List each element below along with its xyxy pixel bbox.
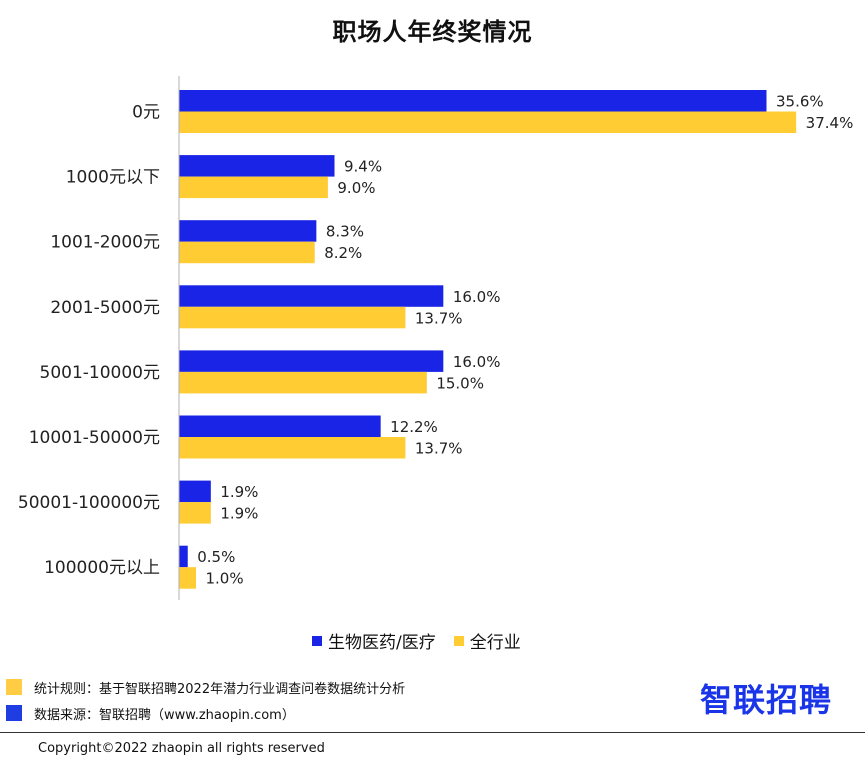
data-label: 1.0% [205,570,243,588]
brand-logo: 智联招聘 [700,681,833,719]
category-label: 100000元以上 [44,558,160,578]
legend-swatch-yellow [453,635,464,646]
data-label: 8.3% [326,223,364,241]
bar-biomed [179,480,211,503]
data-label: 0.5% [197,548,235,566]
category-label: 1000元以下 [66,168,160,188]
bar-biomed [179,415,381,437]
data-label: 13.7% [415,440,463,458]
legend-item-series-1: 全行业 [453,628,521,653]
data-label: 37.4% [806,114,854,132]
footer-notes: 统计规则：基于智联招聘2022年潜力行业调查问卷数据统计分析 数据来源：智联招聘… [6,674,405,726]
category-label: 2001-5000元 [50,298,160,318]
category-label: 10001-50000元 [29,428,160,448]
category-label: 50001-100000元 [18,493,160,513]
data-label: 16.0% [453,353,501,371]
note-rules: 统计规则：基于智联招聘2022年潜力行业调查问卷数据统计分析 [6,674,405,700]
data-label: 15.0% [436,374,484,392]
note-rules-text: 统计规则：基于智联招聘2022年潜力行业调查问卷数据统计分析 [34,681,406,697]
bar-biomed [179,285,444,307]
bar-biomed [179,350,444,372]
data-label: 9.4% [344,158,382,176]
bar-biomed [179,155,335,177]
category-label: 5001-10000元 [40,363,160,383]
legend-swatch-blue [312,635,322,646]
bar-biomed [179,545,188,568]
data-label: 35.6% [776,93,824,111]
data-label: 9.0% [337,179,375,197]
copyright-text: Copyright©2022 zhaopin all rights reserv… [38,741,325,756]
bar-biomed [179,90,767,112]
legend-item-series-0: 生物医药/医疗 [312,628,436,653]
note-source-text: 数据来源：智联招聘（www.zhaopin.com） [34,707,295,723]
bar-all-industry [179,371,427,394]
bar-all-industry [179,567,196,589]
bar-biomed [179,220,317,242]
category-label: 1001-2000元 [50,233,160,253]
data-label: 1.9% [220,505,258,523]
data-label: 16.0% [453,288,501,306]
note-source: 数据来源：智联招聘（www.zhaopin.com） [6,700,405,726]
bar-all-industry [179,502,211,524]
legend-label-1: 全行业 [469,633,521,653]
data-label: 1.9% [220,483,258,501]
footer-divider [0,732,865,733]
note-source-marker [6,705,22,721]
data-label: 13.7% [415,309,463,327]
chart-title: 职场人年终奖情况 [332,18,533,46]
note-rules-marker [6,679,22,695]
bar-all-industry [179,176,328,199]
bar-all-industry [179,437,406,459]
bar-chart: 0元 35.6% 37.4% 1000元以下 9.4% 9.0% 1001-2000元 8.3… [18,76,854,600]
legend-label-0: 生物医药/医疗 [328,633,436,653]
data-label: 12.2% [390,418,438,436]
bar-all-industry [179,306,406,329]
legend: 生物医药/医疗 全行业 [312,628,521,653]
bar-all-industry [179,111,797,133]
bar-all-industry [179,241,315,264]
category-label: 0元 [132,103,160,123]
data-label: 8.2% [324,244,362,262]
